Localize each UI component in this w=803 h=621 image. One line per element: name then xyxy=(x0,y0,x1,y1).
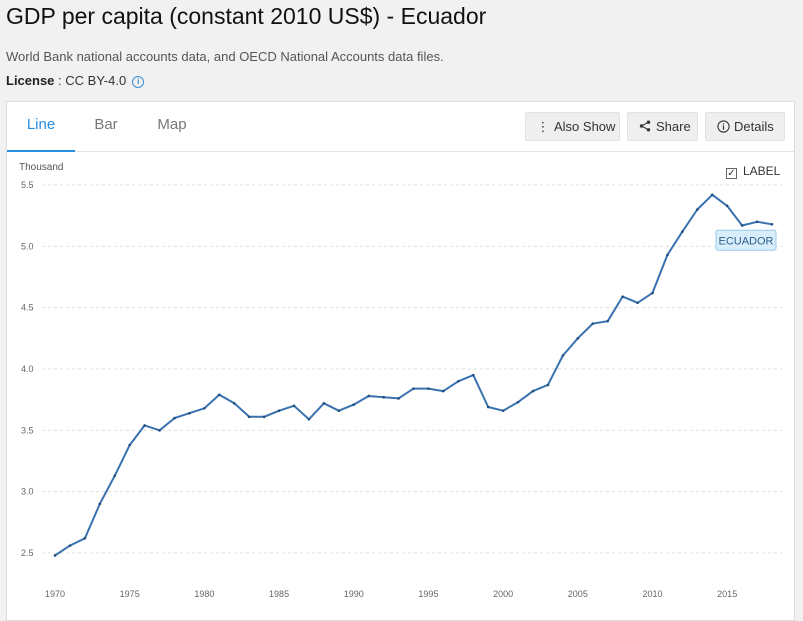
y-axis-ticks: 2.5 3.0 3.5 4.0 4.5 5.0 5.5 xyxy=(21,180,34,558)
data-point xyxy=(322,402,326,405)
data-point xyxy=(516,400,520,404)
data-point xyxy=(232,402,236,405)
data-point xyxy=(83,536,87,540)
label-toggle-text: LABEL xyxy=(743,164,781,178)
x-tick-label: 2000 xyxy=(493,589,513,599)
data-point xyxy=(277,409,281,413)
data-point xyxy=(113,474,117,478)
data-point xyxy=(53,554,57,557)
data-point xyxy=(755,220,759,224)
line-chart: Thousand 2.53.03.54.04.55.05.5 1970 1975 1… xyxy=(19,162,782,599)
data-point xyxy=(307,417,311,421)
data-point xyxy=(158,429,161,432)
data-point xyxy=(561,354,565,357)
page-title: GDP per capita (constant 2010 US$) - Ecu… xyxy=(6,3,487,29)
license-line: License : CC BY-4.0 i xyxy=(6,73,145,88)
info-circle-icon xyxy=(716,113,730,140)
license-value[interactable]: CC BY-4.0 xyxy=(65,73,127,88)
data-point xyxy=(397,397,400,400)
data-point xyxy=(710,193,714,197)
data-point xyxy=(531,389,535,393)
series-label: ECUADOR xyxy=(718,235,773,247)
data-point xyxy=(367,394,370,398)
y-tick-label: 4.5 xyxy=(21,303,34,313)
data-point xyxy=(546,383,550,387)
details-button[interactable]: Details xyxy=(705,112,785,141)
data-point xyxy=(247,415,251,419)
data-point xyxy=(442,389,445,393)
x-tick-label: 2010 xyxy=(642,589,662,599)
data-point xyxy=(382,395,385,399)
series-label-box xyxy=(715,229,777,251)
data-point xyxy=(352,403,356,406)
data-point xyxy=(427,387,430,390)
data-point xyxy=(262,415,266,419)
info-icon[interactable]: i xyxy=(132,76,145,88)
x-axis-ticks: 1970 1975 1980 1985 1990 1995 2000 2005 2010 2015 xyxy=(45,589,737,599)
tab-bar[interactable]: Bar xyxy=(94,116,118,133)
data-point xyxy=(696,208,699,211)
x-tick-label: 1995 xyxy=(418,589,438,599)
tab-line[interactable]: Line xyxy=(7,102,75,152)
data-point xyxy=(188,411,191,415)
label-toggle[interactable]: ✓ LABEL xyxy=(726,164,780,179)
y-tick-label: 5.5 xyxy=(21,180,34,190)
data-point xyxy=(501,409,505,413)
also-show-label: Also Show xyxy=(554,119,616,134)
x-tick-label: 1985 xyxy=(269,589,289,599)
source-note: World Bank national accounts data, and O… xyxy=(6,49,444,64)
data-point xyxy=(576,337,580,340)
details-label: Details xyxy=(734,119,774,134)
share-icon xyxy=(638,113,652,140)
data-point xyxy=(471,373,475,377)
data-point xyxy=(143,424,146,427)
data-point xyxy=(621,295,624,298)
x-tick-label: 2005 xyxy=(568,589,588,599)
y-tick-label: 2.5 xyxy=(21,548,34,558)
data-point xyxy=(128,443,131,447)
y-tick-label: 4.0 xyxy=(21,364,34,374)
series-layer: ECUADOR xyxy=(53,193,777,557)
chart-tabs: Line Bar Map ⋮ Also Show Share xyxy=(7,102,794,152)
y-axis-unit-label: Thousand xyxy=(19,162,63,173)
data-point xyxy=(591,322,595,325)
share-button[interactable]: Share xyxy=(627,112,698,141)
data-point xyxy=(486,405,490,409)
x-tick-label: 1975 xyxy=(120,589,140,599)
also-show-button[interactable]: ⋮ Also Show xyxy=(525,112,620,141)
more-vertical-icon: ⋮ xyxy=(536,119,550,134)
data-point xyxy=(337,409,341,413)
data-point xyxy=(725,204,729,208)
series-line xyxy=(54,193,773,557)
data-point xyxy=(770,222,774,226)
share-label: Share xyxy=(656,119,691,134)
license-label: License xyxy=(6,73,55,88)
y-tick-label: 3.5 xyxy=(21,425,34,435)
data-point xyxy=(666,253,669,257)
tab-map[interactable]: Map xyxy=(157,116,187,133)
data-point xyxy=(740,224,744,227)
label-checkbox[interactable]: ✓ xyxy=(726,168,737,179)
x-tick-label: 2015 xyxy=(717,589,737,599)
chart-card: Line Bar Map ⋮ Also Show Share xyxy=(6,101,795,621)
data-point xyxy=(412,387,415,390)
data-point xyxy=(651,291,654,295)
data-point xyxy=(203,406,206,410)
y-tick-label: 3.0 xyxy=(21,487,34,497)
data-point xyxy=(218,393,221,397)
x-tick-label: 1980 xyxy=(194,589,214,599)
data-point xyxy=(173,416,176,420)
grid-lines xyxy=(42,184,782,554)
data-point xyxy=(292,404,296,408)
x-tick-label: 1990 xyxy=(344,589,364,599)
data-point xyxy=(457,379,460,383)
data-point xyxy=(636,301,639,305)
data-point xyxy=(68,544,72,547)
data-point xyxy=(681,230,684,233)
y-tick-label: 5.0 xyxy=(21,241,34,251)
x-tick-label: 1970 xyxy=(45,589,65,599)
license-separator: : xyxy=(54,73,66,88)
data-point xyxy=(98,502,102,506)
data-point xyxy=(606,319,609,323)
